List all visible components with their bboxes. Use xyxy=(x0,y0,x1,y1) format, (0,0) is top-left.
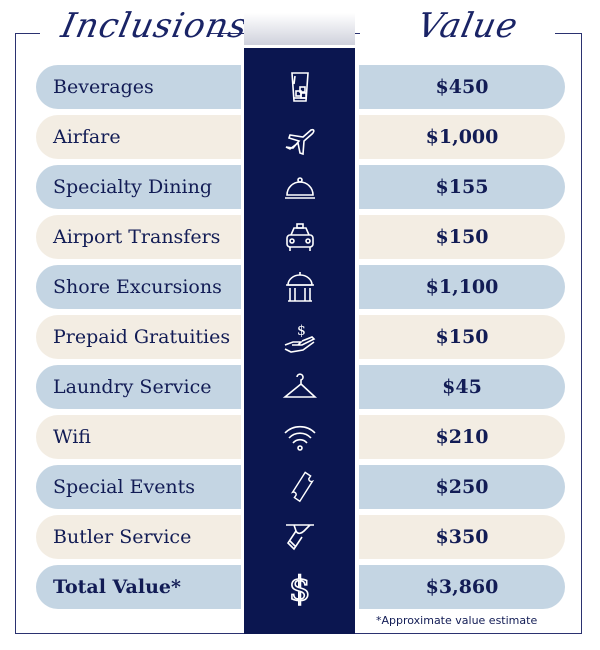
monument-icon xyxy=(276,265,324,309)
inclusion-label: Laundry Service xyxy=(36,365,241,409)
cloche-icon xyxy=(276,165,324,209)
taxi-icon xyxy=(276,215,324,259)
inclusion-value: $155 xyxy=(359,165,565,209)
hanger-icon xyxy=(276,365,324,409)
column-top-fade xyxy=(244,13,355,45)
total-row-value: $3,860 xyxy=(359,565,565,609)
inclusion-value: $210 xyxy=(359,415,565,459)
inclusions-heading: Inclusions xyxy=(57,6,252,46)
inclusion-label: Special Events xyxy=(36,465,241,509)
airplane-icon xyxy=(276,115,324,159)
ticket-icon xyxy=(276,465,324,509)
wifi-icon xyxy=(276,415,324,459)
inclusion-value: $150 xyxy=(359,315,565,359)
inclusion-value: $45 xyxy=(359,365,565,409)
inclusion-label: Prepaid Gratuities xyxy=(36,315,241,359)
inclusion-value: $1,000 xyxy=(359,115,565,159)
frame-gap xyxy=(360,30,555,38)
inclusion-label: Shore Excursions xyxy=(36,265,241,309)
dollar-icon: $ xyxy=(276,565,324,609)
inclusion-value: $450 xyxy=(359,65,565,109)
inclusion-label: Butler Service xyxy=(36,515,241,559)
inclusion-value: $1,100 xyxy=(359,265,565,309)
svg-text:$: $ xyxy=(297,323,306,339)
hand-dollar-icon: $ xyxy=(276,315,324,359)
inclusion-value: $150 xyxy=(359,215,565,259)
inclusion-label: Airport Transfers xyxy=(36,215,241,259)
icon-column xyxy=(244,48,355,634)
value-heading: Value xyxy=(413,6,522,46)
glass-ice-icon xyxy=(276,65,324,109)
inclusion-value: $350 xyxy=(359,515,565,559)
total-row-label: Total Value* xyxy=(36,565,241,609)
footnote: *Approximate value estimate xyxy=(376,614,538,627)
butler-tray-icon xyxy=(276,515,324,559)
inclusion-label: Airfare xyxy=(36,115,241,159)
svg-text:$: $ xyxy=(289,569,311,607)
inclusion-value: $250 xyxy=(359,465,565,509)
inclusion-label: Specialty Dining xyxy=(36,165,241,209)
inclusion-label: Wifi xyxy=(36,415,241,459)
frame-gap xyxy=(40,30,210,38)
inclusion-label: Beverages xyxy=(36,65,241,109)
